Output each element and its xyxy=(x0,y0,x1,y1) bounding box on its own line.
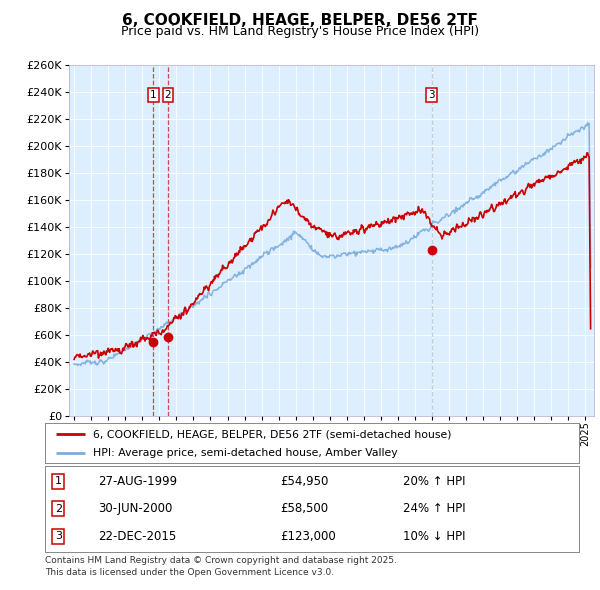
Text: HPI: Average price, semi-detached house, Amber Valley: HPI: Average price, semi-detached house,… xyxy=(93,448,398,458)
Text: 2: 2 xyxy=(55,504,62,514)
Text: 22-DEC-2015: 22-DEC-2015 xyxy=(98,530,176,543)
Text: £123,000: £123,000 xyxy=(280,530,336,543)
Text: Contains HM Land Registry data © Crown copyright and database right 2025.
This d: Contains HM Land Registry data © Crown c… xyxy=(45,556,397,577)
Text: 2: 2 xyxy=(164,90,171,100)
Text: 1: 1 xyxy=(55,477,62,487)
Text: £54,950: £54,950 xyxy=(280,475,328,488)
Text: 10% ↓ HPI: 10% ↓ HPI xyxy=(403,530,465,543)
Text: £58,500: £58,500 xyxy=(280,502,328,516)
Text: 20% ↑ HPI: 20% ↑ HPI xyxy=(403,475,465,488)
Text: 1: 1 xyxy=(150,90,157,100)
Text: 6, COOKFIELD, HEAGE, BELPER, DE56 2TF (semi-detached house): 6, COOKFIELD, HEAGE, BELPER, DE56 2TF (s… xyxy=(93,430,452,440)
Text: 6, COOKFIELD, HEAGE, BELPER, DE56 2TF: 6, COOKFIELD, HEAGE, BELPER, DE56 2TF xyxy=(122,13,478,28)
Text: 27-AUG-1999: 27-AUG-1999 xyxy=(98,475,178,488)
Text: Price paid vs. HM Land Registry's House Price Index (HPI): Price paid vs. HM Land Registry's House … xyxy=(121,25,479,38)
Text: 24% ↑ HPI: 24% ↑ HPI xyxy=(403,502,466,516)
Text: 3: 3 xyxy=(55,531,62,541)
Text: 3: 3 xyxy=(428,90,435,100)
Text: 30-JUN-2000: 30-JUN-2000 xyxy=(98,502,173,516)
